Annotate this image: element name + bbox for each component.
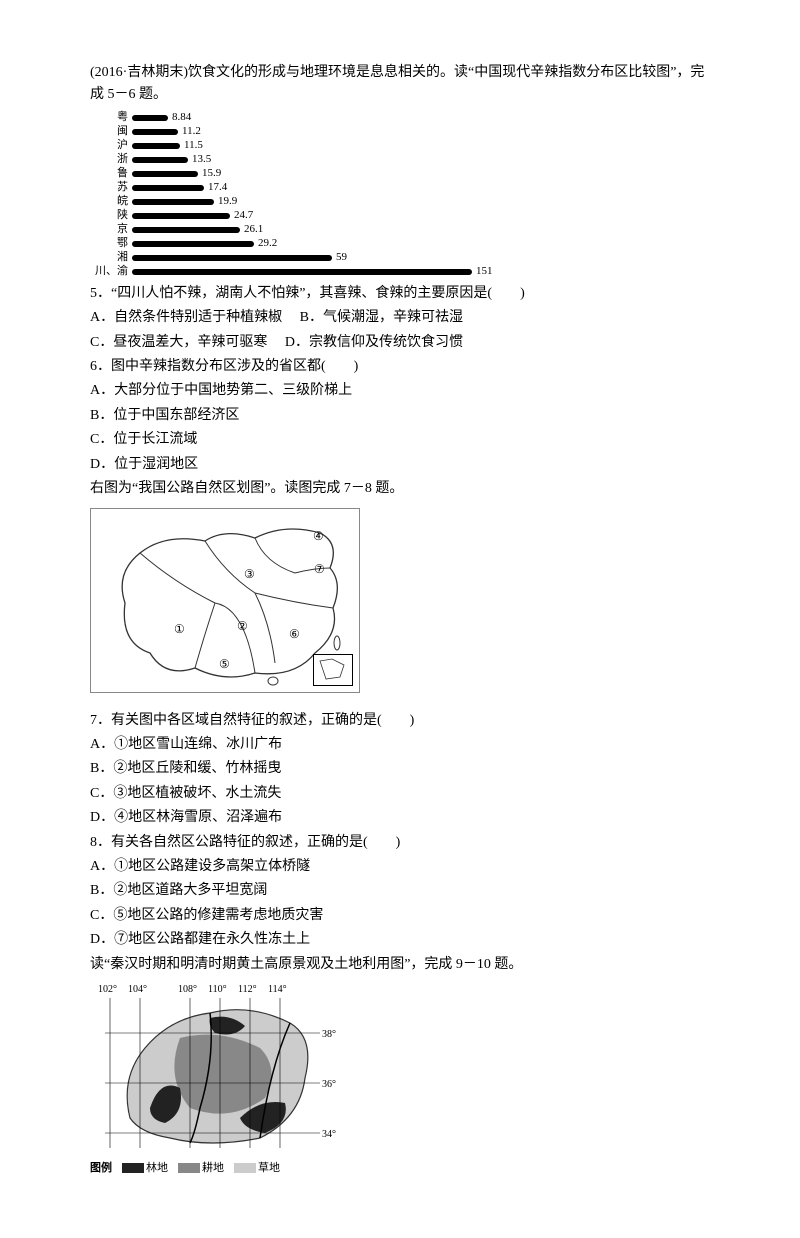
q8-opt-b: B．②地区道路大多平坦宽阔	[90, 880, 710, 902]
highway-region-map: ①②③④⑤⑥⑦	[90, 508, 360, 693]
bar-shape	[132, 269, 472, 275]
q6-opt-b: B．位于中国东部经济区	[90, 405, 710, 427]
q5-line-cd: C．昼夜温差大，辛辣可驱寒 D．宗教信仰及传统饮食习惯	[90, 332, 710, 354]
bar-value: 29.2	[254, 235, 277, 253]
map3-legend: 图例 林地 耕地 草地	[90, 1160, 710, 1178]
q5-line-ab: A．自然条件特别适于种植辣椒 B．气候潮湿，辛辣可祛湿	[90, 307, 710, 329]
q8-opt-d: D．⑦地区公路都建在永久性冻土上	[90, 929, 710, 951]
bar-shape	[132, 157, 188, 163]
bar-shape	[132, 241, 254, 247]
bar-shape	[132, 213, 230, 219]
bar-value: 151	[472, 263, 493, 281]
south-china-sea-inset	[313, 654, 353, 686]
q5-stem: 5．“四川人怕不辣，湖南人不怕辣”，其喜辣、食辣的主要原因是( )	[90, 283, 710, 305]
legend-crop: 耕地	[178, 1160, 224, 1178]
q7-stem: 7．有关图中各区域自然特征的叙述，正确的是( )	[90, 710, 710, 732]
q7-opt-c: C．③地区植被破坏、水土流失	[90, 783, 710, 805]
intro-text-2: 右图为“我国公路自然区划图”。读图完成 7－8 题。	[90, 478, 710, 500]
bar-row: 陕24.7	[90, 209, 710, 223]
bar-value: 59	[332, 249, 347, 267]
bar-shape	[132, 255, 332, 261]
intro-text-1: (2016·吉林期末)饮食文化的形成与地理环境是息息相关的。读“中国现代辛辣指数…	[90, 62, 710, 107]
bar-row: 鄂29.2	[90, 237, 710, 251]
q8-opt-c: C．⑤地区公路的修建需考虑地质灾害	[90, 905, 710, 927]
bar-shape	[132, 115, 168, 121]
q6-opt-a: A．大部分位于中国地势第二、三级阶梯上	[90, 380, 710, 402]
q6-opt-c: C．位于长江流域	[90, 429, 710, 451]
bar-shape	[132, 185, 204, 191]
q6-opt-d: D．位于湿润地区	[90, 454, 710, 476]
spicy-index-chart: 粤8.84闽11.2沪11.5浙13.5鲁15.9苏17.4皖19.9陕24.7…	[90, 111, 710, 279]
loess-plateau-map: 102°104°108°110°112°114°38°36°34°	[90, 978, 350, 1158]
bar-row: 沪11.5	[90, 139, 710, 153]
legend-forest: 林地	[122, 1160, 168, 1178]
bar-shape	[132, 129, 178, 135]
bar-row: 鲁15.9	[90, 167, 710, 181]
q5-opt-d: D．宗教信仰及传统饮食习惯	[285, 335, 463, 350]
bar-row: 皖19.9	[90, 195, 710, 209]
bar-shape	[132, 227, 240, 233]
bar-row: 川、渝 151	[90, 265, 710, 279]
bar-row: 京26.1	[90, 223, 710, 237]
q7-opt-b: B．②地区丘陵和缓、竹林摇曳	[90, 758, 710, 780]
q7-opt-a: A．①地区雪山连绵、冰川广布	[90, 734, 710, 756]
q5-opt-c: C．昼夜温差大，辛辣可驱寒	[90, 335, 267, 350]
q6-stem: 6．图中辛辣指数分布区涉及的省区都( )	[90, 356, 710, 378]
legend-title: 图例	[90, 1160, 112, 1178]
q7-opt-d: D．④地区林海雪原、沼泽遍布	[90, 807, 710, 829]
bar-row: 苏17.4	[90, 181, 710, 195]
bar-label: 川、渝	[90, 263, 132, 281]
intro-text-3: 读“秦汉时期和明清时期黄土高原景观及土地利用图”，完成 9－10 题。	[90, 954, 710, 976]
q8-stem: 8．有关各自然区公路特征的叙述，正确的是( )	[90, 832, 710, 854]
bar-row: 浙13.5	[90, 153, 710, 167]
bar-shape	[132, 199, 214, 205]
q5-opt-b: B．气候潮湿，辛辣可祛湿	[300, 310, 463, 325]
bar-shape	[132, 143, 180, 149]
bar-row: 湘59	[90, 251, 710, 265]
bar-shape	[132, 171, 198, 177]
q8-opt-a: A．①地区公路建设多高架立体桥隧	[90, 856, 710, 878]
legend-grass: 草地	[234, 1160, 280, 1178]
q5-opt-a: A．自然条件特别适于种植辣椒	[90, 310, 282, 325]
